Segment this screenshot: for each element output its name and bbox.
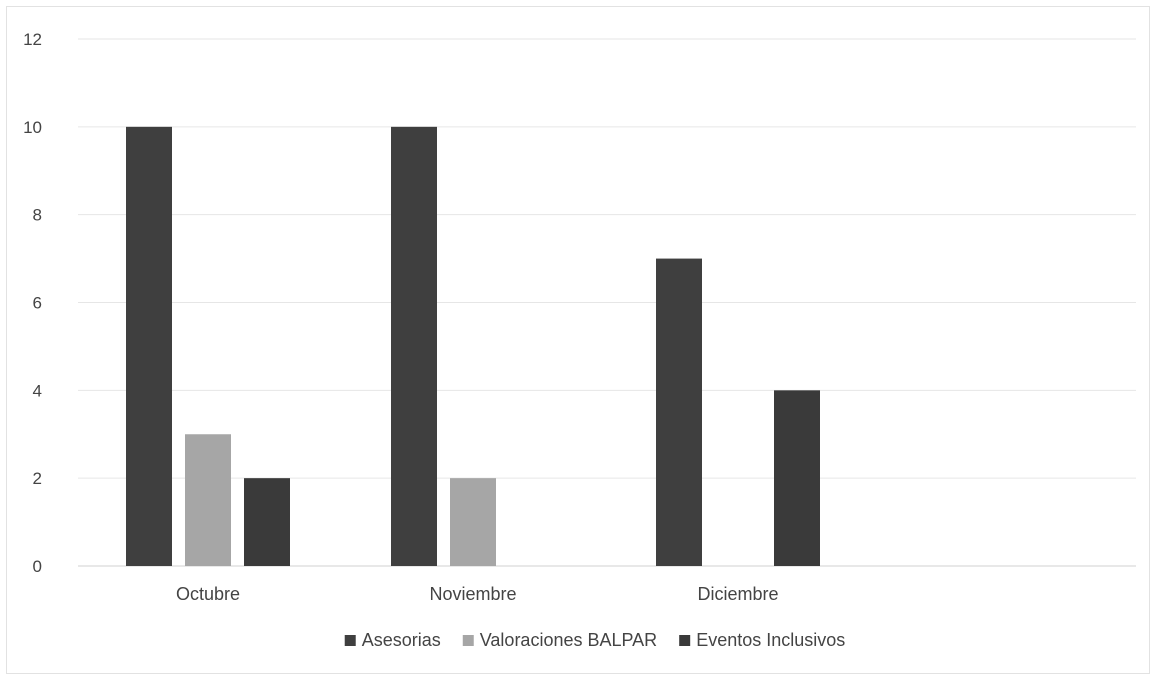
y-tick-label: 10 bbox=[23, 118, 42, 137]
legend-swatch bbox=[679, 635, 691, 646]
legend-swatch bbox=[462, 635, 474, 646]
category-label: Noviembre bbox=[429, 584, 516, 604]
y-tick-label: 2 bbox=[33, 469, 42, 488]
x-axis-category-labels: Octubre Noviembre Diciembre bbox=[176, 584, 779, 604]
y-tick-label: 8 bbox=[33, 206, 42, 225]
legend-swatch bbox=[344, 635, 356, 646]
bars bbox=[126, 126, 820, 566]
category-label: Octubre bbox=[176, 584, 240, 604]
bar bbox=[126, 126, 172, 566]
bar bbox=[656, 258, 702, 566]
legend: Asesorias Valoraciones BALPAR Eventos Incl… bbox=[344, 630, 845, 650]
y-tick-label: 4 bbox=[33, 381, 42, 400]
y-axis-tick-labels: 0 2 4 6 8 10 12 bbox=[23, 30, 42, 576]
bar bbox=[391, 126, 437, 566]
bar bbox=[774, 390, 820, 566]
legend-label: Valoraciones BALPAR bbox=[480, 630, 657, 650]
y-tick-label: 6 bbox=[33, 294, 42, 313]
category-label: Diciembre bbox=[697, 584, 778, 604]
gridlines bbox=[78, 38, 1136, 567]
legend-label: Asesorias bbox=[362, 630, 441, 650]
bar bbox=[185, 434, 231, 566]
bar bbox=[244, 478, 290, 566]
bar bbox=[450, 478, 496, 566]
y-tick-label: 12 bbox=[23, 30, 42, 49]
y-tick-label: 0 bbox=[33, 557, 42, 576]
legend-label: Eventos Inclusivos bbox=[696, 630, 845, 650]
